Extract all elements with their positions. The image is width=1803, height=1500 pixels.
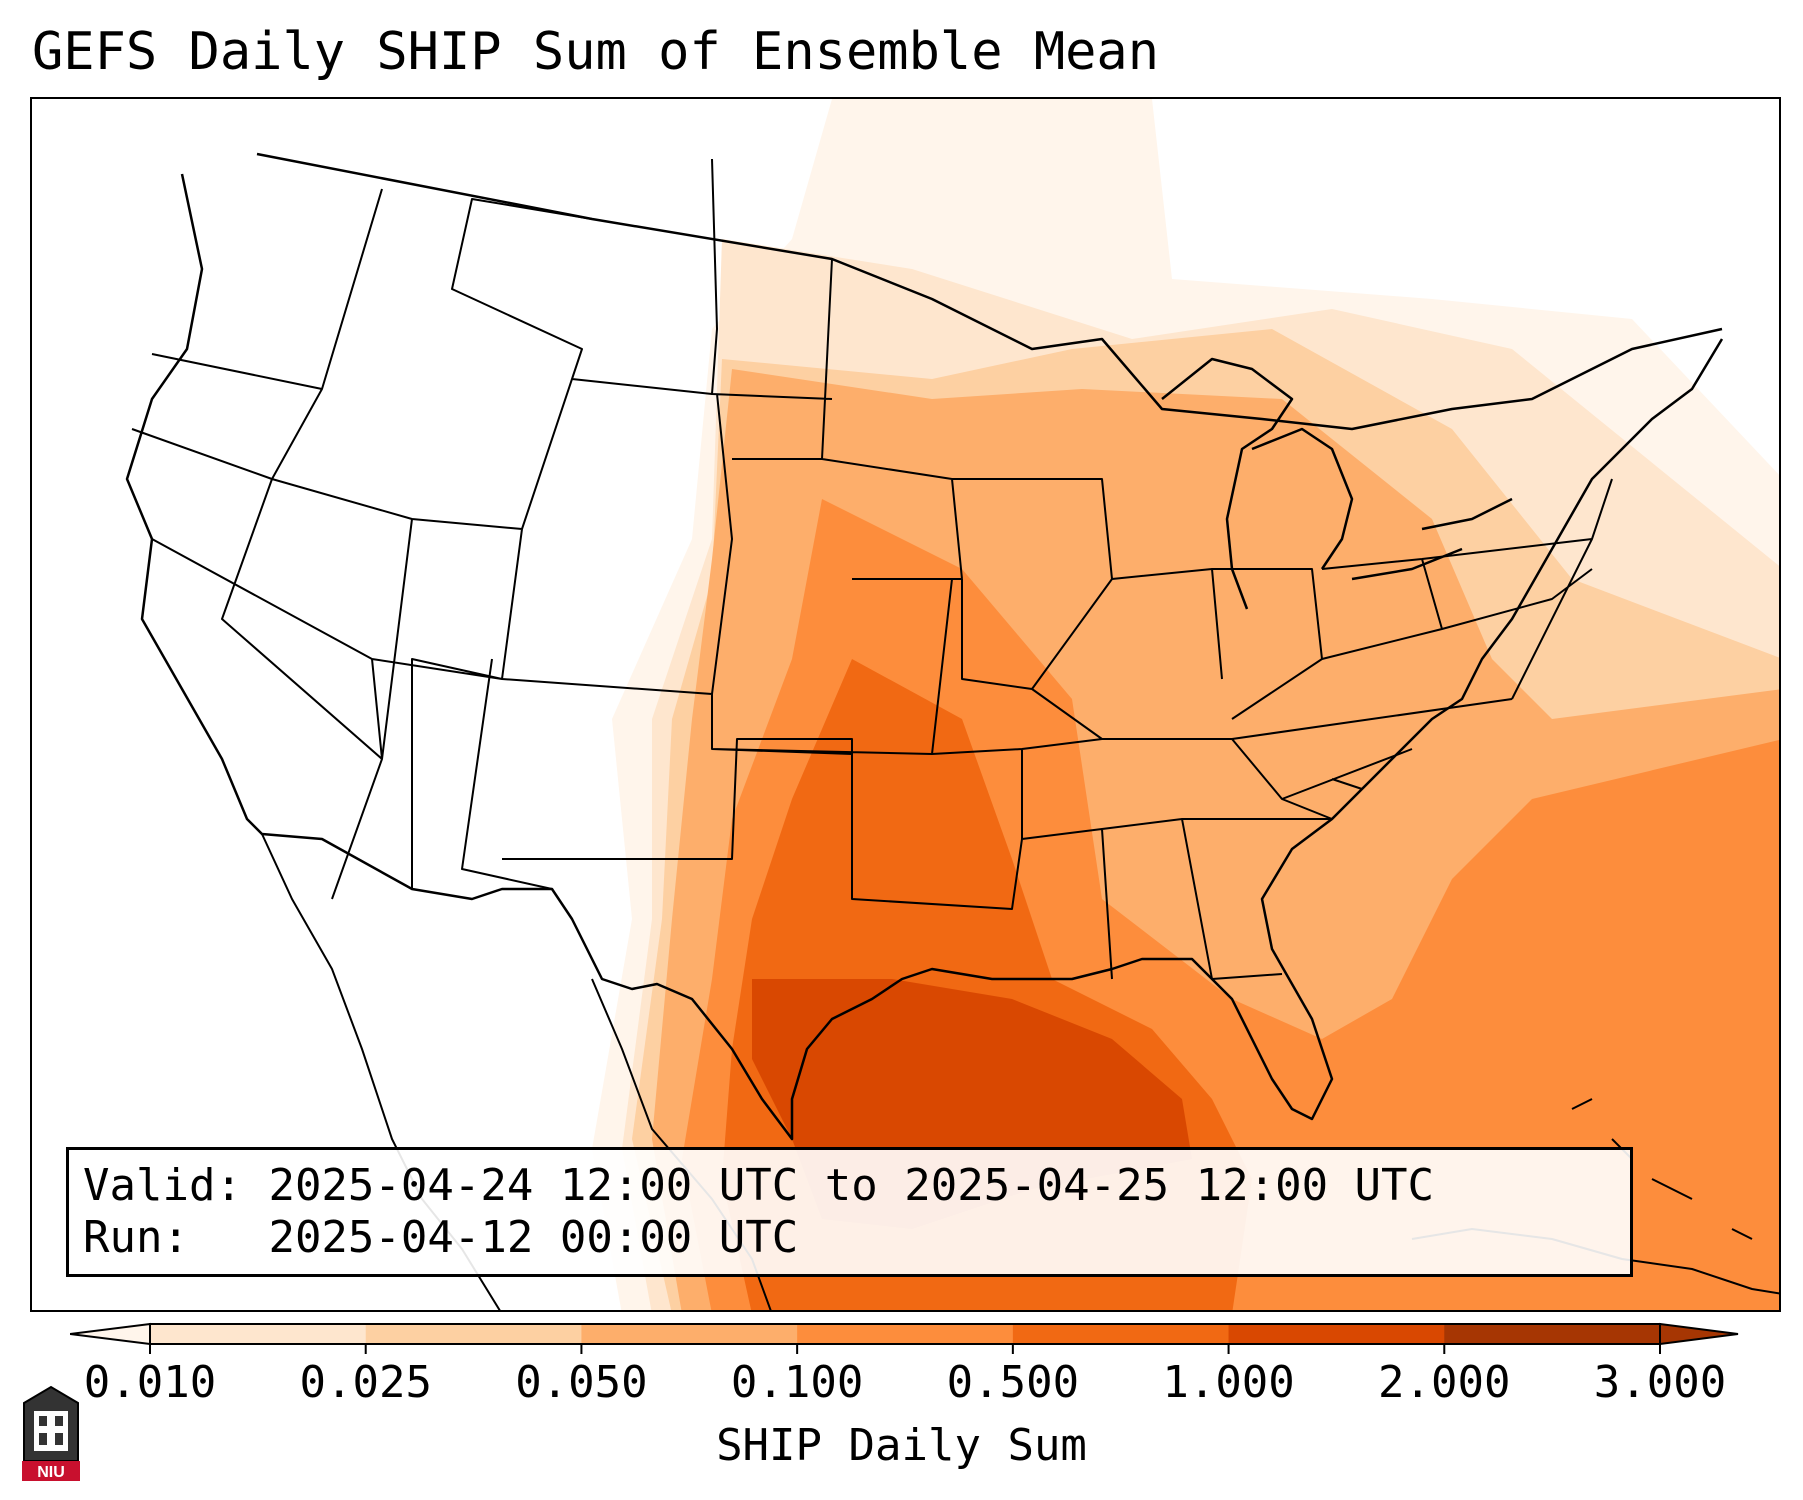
colorbar-tick-label: 0.010	[83, 1357, 217, 1408]
colorbar-tick-label: 0.050	[515, 1357, 648, 1408]
colorbar-extend-high	[1659, 1322, 1739, 1346]
colorbar-segment	[581, 1324, 798, 1344]
us-canada-border	[256, 152, 1723, 431]
colorbar-extend-low	[70, 1322, 151, 1346]
map-title: GEFS Daily SHIP Sum of Ensemble Mean	[32, 22, 1160, 82]
university-tower-logo: NIU	[22, 1385, 80, 1481]
run-label: Run:	[83, 1212, 189, 1263]
run-time-line: Run: 2025-04-12 00:00 UTC	[83, 1212, 798, 1263]
run-value: 2025-04-12 00:00 UTC	[268, 1212, 799, 1263]
colorbar-tick-label: 1.000	[1162, 1357, 1295, 1408]
colorbar-segment	[150, 1324, 367, 1344]
colorbar-outline	[149, 1323, 1661, 1345]
colorbar-tick-label: 2.000	[1378, 1357, 1511, 1408]
valid-label: Valid:	[83, 1160, 242, 1211]
colorbar-tick-label: 0.025	[299, 1357, 432, 1408]
colorbar-tick-label: 3.000	[1593, 1357, 1727, 1408]
logo-text: NIU	[37, 1464, 65, 1481]
us-outline	[125, 173, 1724, 1141]
ship-field-map	[125, 99, 1779, 1310]
colorbar-segment	[797, 1324, 1014, 1344]
colorbar	[70, 1322, 1739, 1354]
colorbar-segment	[1012, 1324, 1230, 1344]
great-lakes	[1161, 357, 1513, 610]
validity-info-box: Valid: 2025-04-24 12:00 UTC to 2025-04-2…	[66, 1147, 1633, 1277]
state-lines	[131, 158, 1613, 980]
colorbar-tick-label: 0.100	[730, 1357, 864, 1408]
ship-shading	[592, 99, 1779, 1310]
valid-value: 2025-04-24 12:00 UTC to 2025-04-25 12:00…	[268, 1160, 1435, 1211]
colorbar-tick-label: 0.500	[946, 1357, 1080, 1408]
map-panel	[30, 97, 1781, 1312]
colorbar-label: SHIP Daily Sum	[716, 1420, 1087, 1471]
colorbar-segment	[365, 1324, 582, 1344]
valid-time-line: Valid: 2025-04-24 12:00 UTC to 2025-04-2…	[83, 1160, 1434, 1211]
colorbar-segment	[1444, 1324, 1661, 1344]
colorbar-segment	[1228, 1324, 1445, 1344]
